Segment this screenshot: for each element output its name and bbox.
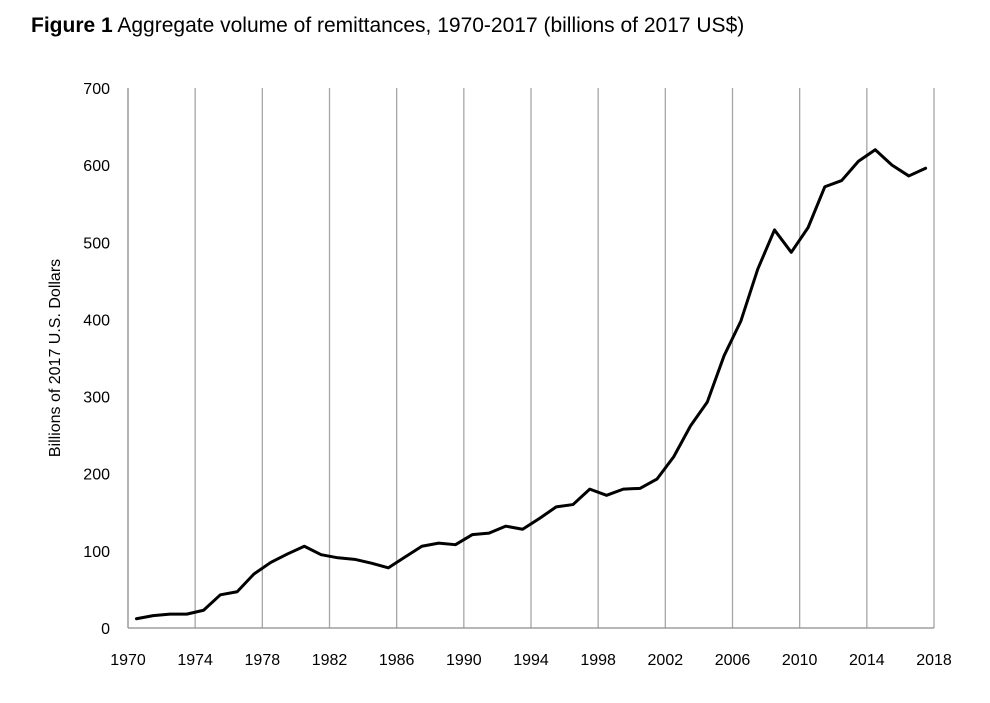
- data-point: [387, 566, 390, 570]
- data-point: [722, 354, 726, 357]
- data-point: [571, 503, 575, 506]
- y-tick-label: 400: [83, 312, 110, 329]
- figure-label: Figure 1: [31, 14, 113, 37]
- data-point: [303, 545, 306, 548]
- data-point: [706, 400, 709, 404]
- x-tick-label: 1974: [177, 652, 213, 669]
- data-point: [588, 487, 591, 491]
- data-point: [471, 533, 474, 536]
- data-point: [219, 593, 222, 597]
- data-point: [437, 541, 440, 545]
- axes: [127, 88, 934, 629]
- y-tick-label: 300: [83, 390, 110, 407]
- data-point: [890, 163, 894, 167]
- data-point: [370, 562, 373, 565]
- data-point: [336, 556, 340, 559]
- data-point: [538, 517, 541, 520]
- y-tick-label: 700: [83, 81, 110, 98]
- data-point: [504, 524, 508, 528]
- data-point: [689, 424, 692, 428]
- x-tick-label: 1986: [379, 652, 415, 669]
- y-tick-label: 200: [83, 467, 110, 484]
- data-point: [454, 543, 457, 546]
- tick-labels: 1970 1974 1978 1982 1986 1990 1994 1998 2002 2006…: [83, 81, 952, 669]
- y-tick-label: 500: [83, 235, 110, 252]
- x-tick-label: 1970: [110, 652, 146, 669]
- series-line: [134, 148, 928, 621]
- x-tick-label: 2002: [648, 652, 684, 669]
- data-point: [823, 185, 827, 188]
- x-tick-label: 1982: [312, 652, 348, 669]
- data-point: [773, 228, 776, 232]
- x-tick-label: 1994: [513, 652, 549, 669]
- data-point: [756, 268, 759, 271]
- data-point: [840, 179, 843, 182]
- data-point: [235, 590, 239, 593]
- data-point: [605, 494, 608, 497]
- data-point: [168, 612, 172, 616]
- x-tick-label: 2018: [916, 652, 952, 669]
- data-point: [319, 553, 323, 556]
- data-point: [554, 505, 558, 509]
- data-point: [622, 487, 625, 491]
- data-point: [638, 487, 642, 490]
- figure-caption: Aggregate volume of remittances, 1970-20…: [117, 14, 745, 37]
- y-tick-label: 100: [83, 544, 110, 561]
- y-tick-label: 600: [83, 158, 110, 175]
- data-point: [286, 552, 289, 556]
- data-point: [353, 558, 356, 561]
- x-tick-label: 1978: [245, 652, 281, 669]
- gridlines: [194, 88, 935, 628]
- data-point: [521, 528, 524, 531]
- data-point: [857, 160, 860, 163]
- data-point: [135, 617, 138, 620]
- y-axis-title: Billions of 2017 U.S. Dollars: [47, 259, 64, 457]
- data-point: [924, 167, 927, 170]
- data-point: [487, 531, 491, 535]
- x-tick-label: 2006: [715, 652, 751, 669]
- data-point: [151, 614, 155, 617]
- data-point: [252, 572, 256, 576]
- x-tick-label: 1998: [580, 652, 616, 669]
- data-point: [185, 612, 188, 616]
- data-point: [806, 226, 810, 229]
- data-point: [655, 477, 659, 481]
- data-point: [907, 174, 911, 178]
- figure-title: Figure 1 Aggregate volume of remittances…: [31, 14, 744, 38]
- data-point: [739, 319, 743, 323]
- x-tick-label: 1990: [446, 652, 482, 669]
- series: [134, 148, 928, 621]
- data-point: [790, 251, 793, 254]
- x-tick-label: 2014: [849, 652, 885, 669]
- data-point: [269, 561, 272, 564]
- x-tick-label: 2010: [782, 652, 818, 669]
- data-point: [672, 455, 675, 458]
- data-point: [874, 148, 877, 151]
- data-point: [420, 545, 424, 548]
- y-tick-label: 0: [101, 621, 110, 638]
- data-point: [403, 555, 407, 559]
- data-point: [202, 609, 205, 612]
